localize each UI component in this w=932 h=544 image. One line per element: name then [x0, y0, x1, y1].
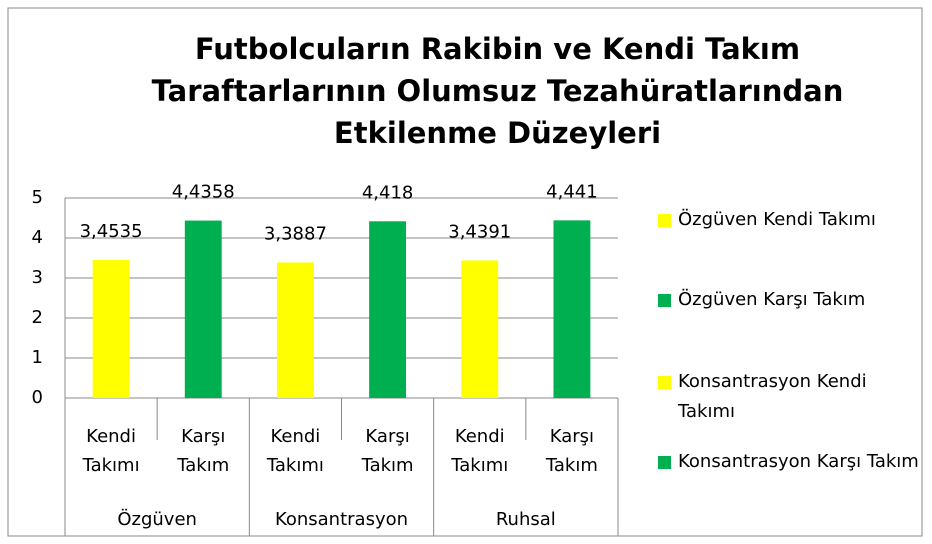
chart-border	[7, 7, 923, 537]
bar	[92, 259, 130, 398]
bar	[184, 220, 222, 398]
bar	[276, 262, 314, 398]
y-tick-label: 4	[32, 227, 43, 248]
bar	[553, 220, 591, 398]
bar	[369, 221, 407, 398]
x-tick-label: Karşı Takım	[177, 426, 230, 476]
legend-item: Özgüven Karşı Takım	[658, 285, 922, 315]
x-tick-label: Karşı Takım	[545, 426, 598, 476]
group-label: Ruhsal	[495, 509, 556, 530]
legend-label: Konsantrasyon Kendi Takımı	[678, 371, 867, 422]
x-tick-label: Karşı Takım	[361, 426, 414, 476]
y-tick-label: 1	[32, 347, 43, 368]
data-label: 4,441	[546, 181, 598, 202]
x-tick-label: Kendi Takımı	[82, 426, 140, 476]
group-label: Konsantrasyon	[274, 509, 409, 530]
data-label: 3,3887	[264, 223, 327, 244]
data-label: 4,4358	[172, 182, 235, 203]
legend-label: Özgüven Karşı Takım	[678, 289, 866, 310]
chart-title: Futbolcuların Rakibin ve Kendi Takım Tar…	[151, 32, 844, 150]
legend-swatch	[658, 376, 671, 389]
legend-item: Konsantrasyon Kendi Takımı	[658, 367, 922, 427]
legend-swatch	[658, 294, 671, 307]
bar	[461, 260, 499, 398]
legend-swatch	[658, 456, 671, 469]
legend-swatch	[658, 214, 671, 227]
data-label: 4,418	[362, 182, 414, 203]
group-label: Özgüven	[117, 509, 197, 530]
x-tick-label: Kendi Takımı	[451, 426, 509, 476]
y-tick-label: 5	[32, 187, 43, 208]
y-tick-label: 2	[32, 307, 43, 328]
legend-item: Özgüven Kendi Takımı	[658, 205, 922, 235]
y-tick-label: 0	[32, 387, 43, 408]
legend-item: Konsantrasyon Karşı Takım	[658, 447, 922, 477]
y-tick-label: 3	[32, 267, 43, 288]
data-label: 3,4391	[448, 221, 511, 242]
legend-label: Konsantrasyon Karşı Takım	[678, 451, 919, 472]
legend-label: Özgüven Kendi Takımı	[678, 209, 876, 230]
x-tick-label: Kendi Takımı	[266, 426, 324, 476]
data-label: 3,4535	[80, 221, 143, 242]
